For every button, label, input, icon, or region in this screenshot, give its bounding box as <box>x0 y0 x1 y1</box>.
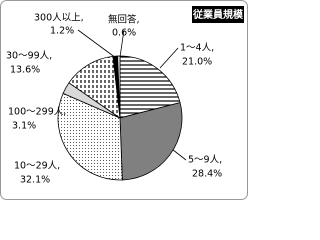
slice-category: 100～299人, <box>8 107 66 118</box>
slice-value-label: 3.1% <box>12 121 36 132</box>
slice-category: 無回答, <box>108 14 140 26</box>
slice-value-label: 21.0% <box>182 57 212 68</box>
slice-category: 10～29人, <box>14 161 60 172</box>
slice-value-label: 28.4% <box>192 169 222 180</box>
slice-value-label: 13.6% <box>10 65 40 76</box>
pie-slice <box>119 55 181 119</box>
slice-category: 30～99人, <box>6 51 52 62</box>
pie-slice <box>68 55 121 119</box>
chart: 従業員規模 1～4人, 21.0% 5～9人, 28.4% 10～29人, 32.1% 10… <box>0 0 248 200</box>
chart-title: 従業員規模 <box>192 8 244 21</box>
slice-category: 1～4人, <box>180 43 214 54</box>
pie-slice <box>117 55 121 119</box>
slice-category: 5～9人, <box>188 155 222 166</box>
pie-slice <box>119 102 183 181</box>
pie-slice <box>57 92 123 181</box>
slice-category: 300人以上, <box>34 13 84 24</box>
slice-value-label: 1.2% <box>50 26 74 37</box>
title-box <box>192 6 244 23</box>
slice-value-label: 0.6% <box>112 28 136 39</box>
slice-value-label: 32.1% <box>20 175 50 186</box>
